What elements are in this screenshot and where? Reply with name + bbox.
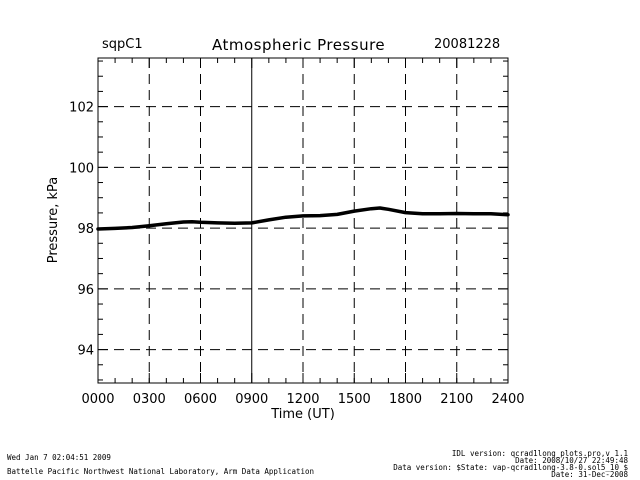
x-tick-label: 1500	[338, 392, 371, 407]
data-date: Date: 31-Dec-2008	[551, 470, 628, 479]
axis-ticks	[97, 58, 509, 383]
chart-title: Atmospheric Pressure	[212, 36, 386, 54]
idl-version: IDL version: qcrad1long_plots.pro,v 1.1	[451, 449, 628, 458]
y-tick-label: 100	[69, 161, 94, 176]
series-line-pressure	[96, 206, 510, 231]
x-tick-label: 1200	[286, 392, 319, 407]
site-label: sqpC1	[102, 37, 143, 52]
plot-frame	[97, 57, 509, 384]
date-label: 20081228	[434, 37, 501, 52]
grid-lines	[98, 58, 508, 383]
x-tick-label: 0300	[133, 392, 166, 407]
x-tick-label: 0900	[235, 392, 268, 407]
organization: Battelle Pacific Northwest National Labo…	[7, 467, 315, 476]
y-axis-label: Pressure, kPa	[46, 177, 61, 264]
y-tick-labels: 94 96 98 100 102	[69, 101, 94, 359]
x-tick-label: 2400	[491, 392, 524, 407]
y-tick-label: 94	[77, 344, 94, 359]
data-version: Data version: $State: vap-qcrad1long-3.8…	[393, 463, 628, 472]
x-tick-label: 1800	[389, 392, 422, 407]
y-tick-label: 102	[69, 101, 94, 116]
x-tick-labels: 0000 0300 0600 0900 1200 1500 1800 2100 2400	[81, 392, 524, 407]
x-axis-label: Time (UT)	[270, 407, 335, 422]
y-tick-label: 98	[77, 222, 94, 237]
run-date: Wed Jan 7 02:04:51 2009	[7, 453, 111, 462]
y-tick-label: 96	[77, 283, 94, 298]
x-tick-label: 2100	[440, 392, 473, 407]
idl-date: Date: 2008/10/27 22:49:48	[515, 456, 628, 465]
x-tick-label: 0000	[81, 392, 114, 407]
x-tick-label: 0600	[184, 392, 217, 407]
